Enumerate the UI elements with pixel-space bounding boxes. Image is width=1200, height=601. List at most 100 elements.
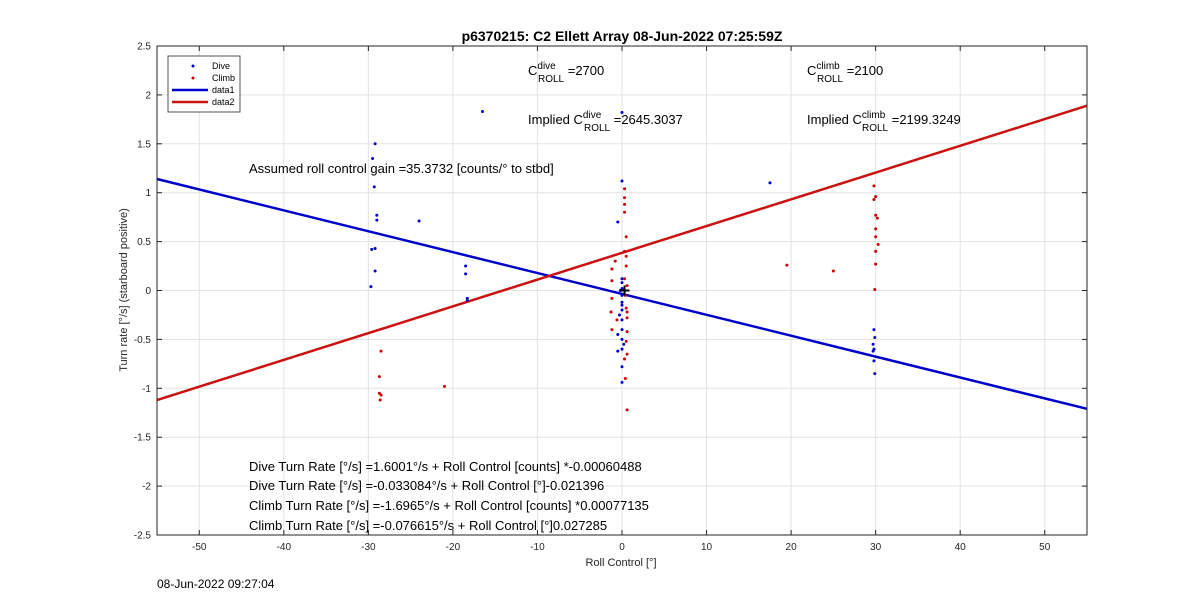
point-dive: [616, 333, 620, 337]
point-dive: [622, 342, 626, 346]
c-climb-annotation: Cclimb ROLL =2100: [807, 61, 883, 85]
point-climb: [613, 259, 617, 263]
point-climb: [874, 249, 878, 253]
point-dive: [620, 337, 624, 341]
legend-climb-label: Climb: [212, 73, 235, 83]
point-climb: [625, 284, 629, 288]
point-climb: [615, 318, 619, 322]
implied-dive-annotation: Implied Cdive ROLL =2645.3037: [528, 110, 683, 134]
point-dive: [620, 328, 624, 332]
legend-climb-marker: [191, 76, 195, 80]
point-dive: [372, 185, 376, 189]
y-tick-label: -2: [142, 482, 151, 493]
point-dive: [620, 303, 624, 307]
point-dive: [617, 313, 621, 317]
y-tick-label: 2.5: [137, 42, 151, 53]
y-tick-label: 0.5: [137, 237, 151, 248]
y-tick-label: 1: [145, 188, 151, 199]
point-climb: [876, 243, 880, 247]
point-dive: [620, 293, 624, 297]
point-climb: [623, 202, 627, 206]
point-climb: [442, 384, 446, 388]
point-climb: [625, 408, 629, 412]
y-tick-label: -2.5: [134, 531, 152, 542]
point-climb: [874, 195, 878, 199]
data-points: [369, 110, 880, 412]
point-dive: [369, 285, 373, 289]
point-dive: [620, 287, 624, 291]
point-dive: [620, 277, 624, 281]
point-dive: [873, 372, 877, 376]
point-dive: [768, 181, 772, 185]
x-tick-label: 20: [786, 542, 798, 553]
implied-climb-annotation: Implied Cclimb ROLL =2199.3249: [807, 110, 961, 134]
point-climb: [624, 339, 628, 343]
point-dive: [370, 247, 374, 251]
point-dive: [873, 335, 877, 339]
point-climb: [875, 216, 879, 220]
equation-dive-counts: Dive Turn Rate [°/s] =1.6001°/s + Roll C…: [249, 459, 642, 474]
point-climb: [874, 213, 878, 217]
x-axis-label: Roll Control [°]: [585, 557, 656, 569]
point-climb: [623, 277, 627, 281]
x-tick-label: -40: [277, 542, 292, 553]
point-climb: [872, 184, 876, 188]
point-dive: [373, 246, 377, 250]
point-dive: [620, 365, 624, 369]
point-climb: [610, 328, 614, 332]
x-tick-label: 0: [619, 542, 625, 553]
gain-annotation: Assumed roll control gain =35.3732 [coun…: [249, 161, 554, 176]
point-climb: [624, 254, 628, 258]
point-climb: [874, 262, 878, 266]
y-tick-label: 0: [145, 286, 151, 297]
point-climb: [873, 288, 877, 292]
point-climb: [624, 306, 628, 310]
legend-dive-label: Dive: [212, 61, 230, 71]
point-dive: [871, 342, 875, 346]
legend-data1-label: data1: [212, 85, 235, 95]
chart-title: p6370215: C2 Ellett Array 08-Jun-2022 07…: [462, 28, 783, 44]
point-climb: [623, 249, 627, 253]
point-dive: [417, 219, 421, 223]
point-climb: [625, 316, 629, 320]
point-climb: [623, 187, 627, 191]
equation-climb-degrees: Climb Turn Rate [°/s] =-0.076615°/s + Ro…: [249, 518, 607, 533]
point-dive: [872, 328, 876, 332]
point-climb: [609, 310, 613, 314]
point-dive: [465, 298, 469, 302]
axis-ticks: -50 -40 -30 -20 -10 0 10 20 30 40 50-2.5-2-1.5-1-0…: [134, 42, 1087, 553]
y-tick-label: -1.5: [134, 433, 152, 444]
footer-timestamp: 08-Jun-2022 09:27:04: [157, 577, 275, 591]
point-dive: [620, 179, 624, 183]
legend: Dive Climb data1 data2: [167, 55, 241, 113]
point-dive: [620, 111, 624, 115]
x-tick-label: 10: [701, 542, 713, 553]
point-climb: [623, 357, 627, 361]
point-dive: [620, 308, 624, 312]
y-tick-label: 1.5: [137, 139, 151, 150]
point-climb: [625, 310, 629, 314]
x-tick-label: 50: [1039, 542, 1051, 553]
point-climb: [610, 267, 614, 271]
point-climb: [874, 227, 878, 231]
equation-dive-degrees: Dive Turn Rate [°/s] =-0.033084°/s + Rol…: [249, 478, 604, 493]
point-dive: [371, 156, 375, 160]
point-climb: [624, 235, 628, 239]
x-tick-label: -30: [361, 542, 376, 553]
x-tick-label: 30: [870, 542, 882, 553]
point-climb: [623, 377, 627, 381]
point-dive: [620, 380, 624, 384]
point-dive: [373, 142, 377, 146]
c-dive-annotation: Cdive ROLL =2700: [528, 61, 604, 85]
point-dive: [464, 272, 468, 276]
legend-dive-marker: [191, 64, 195, 68]
point-climb: [623, 196, 627, 200]
point-dive: [616, 349, 620, 353]
point-dive: [481, 110, 484, 114]
y-axis-label: Turn rate [°/s] (starboard positive): [118, 208, 130, 372]
point-climb: [625, 330, 629, 334]
point-dive: [872, 359, 876, 363]
point-climb: [610, 279, 614, 283]
point-dive: [620, 318, 624, 322]
